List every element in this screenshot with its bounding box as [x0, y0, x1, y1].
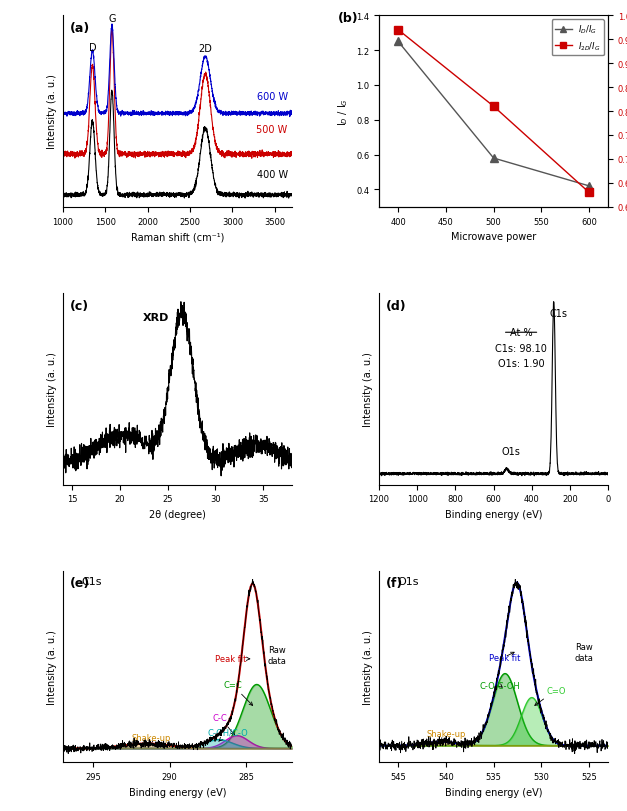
Text: 600 W: 600 W — [256, 92, 288, 101]
Y-axis label: Intensity (a. u.): Intensity (a. u.) — [47, 629, 57, 704]
Text: C1s: 98.10: C1s: 98.10 — [495, 343, 547, 354]
Text: Peak fit: Peak fit — [216, 654, 250, 663]
Y-axis label: Intensity (a. u.): Intensity (a. u.) — [47, 352, 57, 427]
Y-axis label: Intensity (a. u.): Intensity (a. u.) — [364, 629, 374, 704]
Text: (e): (e) — [70, 577, 90, 590]
X-axis label: Raman shift (cm⁻¹): Raman shift (cm⁻¹) — [130, 232, 224, 242]
Text: (a): (a) — [70, 22, 90, 35]
Text: C=C: C=C — [223, 680, 253, 706]
Text: C1s: C1s — [549, 309, 567, 319]
X-axis label: Binding energy (eV): Binding energy (eV) — [445, 509, 542, 519]
Text: (c): (c) — [70, 299, 88, 312]
Text: 2D: 2D — [198, 45, 213, 54]
Text: 500 W: 500 W — [256, 125, 288, 135]
Text: 400 W: 400 W — [256, 169, 288, 180]
Text: XRD: XRD — [143, 313, 169, 323]
Legend: $I_D/I_G$, $I_{2D}/I_G$: $I_D/I_G$, $I_{2D}/I_G$ — [552, 20, 604, 56]
Text: Raw
data: Raw data — [267, 646, 286, 665]
Text: (d): (d) — [386, 299, 406, 312]
Text: G: G — [108, 15, 116, 24]
Text: C-OH/C-O: C-OH/C-O — [208, 727, 249, 741]
Text: (b): (b) — [338, 12, 359, 25]
Text: Raw
data: Raw data — [575, 642, 594, 662]
Y-axis label: Intensity (a. u.): Intensity (a. u.) — [364, 352, 374, 427]
Y-axis label: I$_D$ / I$_G$: I$_D$ / I$_G$ — [337, 98, 350, 126]
Text: Shake-up: Shake-up — [427, 729, 466, 741]
Text: O1s: O1s — [502, 447, 520, 457]
Text: (f): (f) — [386, 577, 403, 590]
Text: C-C: C-C — [213, 713, 234, 735]
Text: O1s: O1s — [398, 577, 419, 586]
Text: C1s: C1s — [81, 577, 102, 586]
X-axis label: Binding energy (eV): Binding energy (eV) — [129, 787, 226, 796]
Text: Peak fit: Peak fit — [489, 652, 520, 662]
Text: C-O/C-OH: C-O/C-OH — [479, 680, 520, 689]
Text: C=O: C=O — [535, 686, 566, 706]
Text: Shake-up: Shake-up — [132, 732, 171, 744]
Text: O1s: 1.90: O1s: 1.90 — [498, 358, 544, 369]
X-axis label: 2θ (degree): 2θ (degree) — [149, 509, 206, 519]
Text: At %: At % — [510, 328, 532, 338]
Y-axis label: Intensity (a. u.): Intensity (a. u.) — [47, 75, 57, 149]
X-axis label: Microwave power: Microwave power — [451, 232, 536, 242]
X-axis label: Binding energy (eV): Binding energy (eV) — [445, 787, 542, 796]
Text: D: D — [88, 43, 96, 53]
